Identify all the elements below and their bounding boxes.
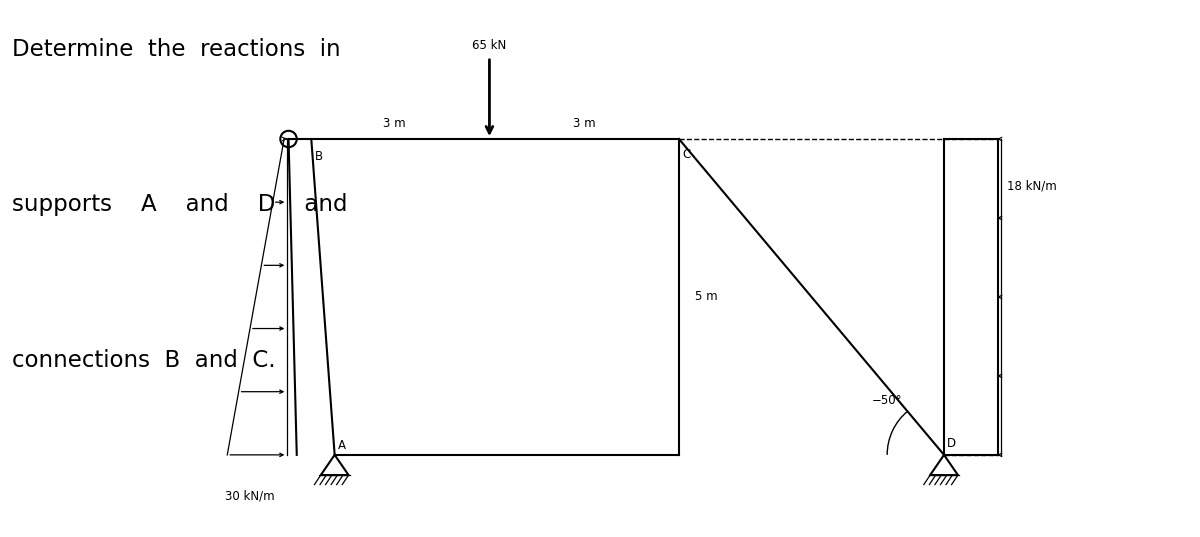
Text: −50°: −50° [871,395,902,408]
Text: A: A [338,439,346,452]
Text: 3 m: 3 m [572,117,595,129]
Text: 5 m: 5 m [695,291,718,303]
Text: Determine  the  reactions  in: Determine the reactions in [12,38,341,61]
Text: C: C [682,148,690,162]
Text: 65 kN: 65 kN [473,39,506,52]
Text: supports    A    and    D    and: supports A and D and [12,193,348,216]
Text: 3 m: 3 m [383,117,406,129]
Text: connections  B  and  C.: connections B and C. [12,349,276,372]
Text: 18 kN/m: 18 kN/m [1007,180,1057,193]
Text: B: B [314,150,323,163]
Text: 30 kN/m: 30 kN/m [224,490,274,503]
Text: D: D [947,437,956,450]
